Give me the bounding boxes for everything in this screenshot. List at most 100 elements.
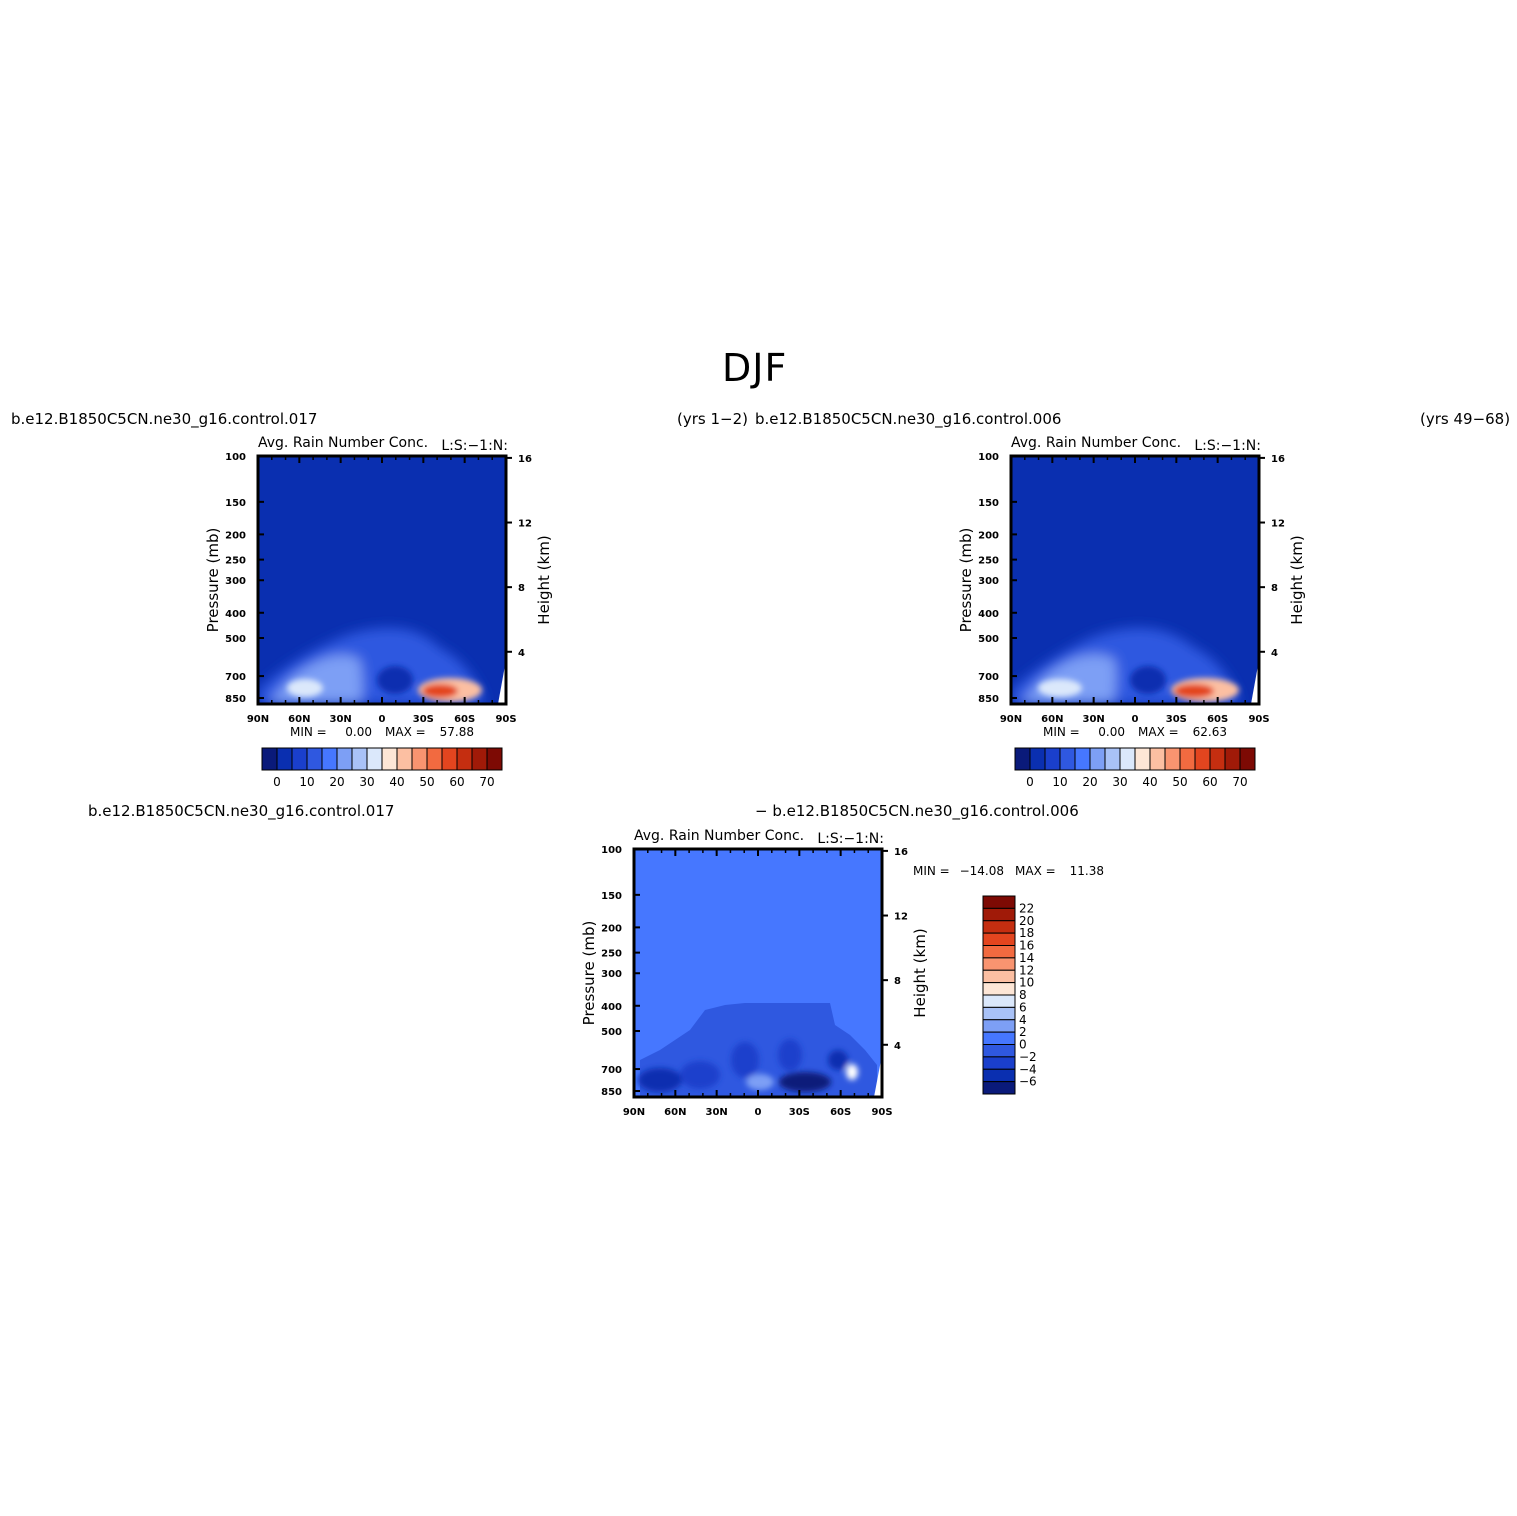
panel-1-y-right-axis-title: Height (km) [535,535,553,624]
panel-2-y-right-tick-label: 8 [1271,583,1278,594]
panel-1-colorbar-swatch [291,747,308,771]
panel-1-colorbar-swatch [276,747,293,771]
panel-1 [256,454,508,706]
panel-3-low-level-minimum-2 [680,1061,720,1089]
panel-2-colorbar-swatch [1149,747,1166,771]
panel-1-y-tick-label: 300 [225,576,246,587]
panel-3-y-right-axis-title: Height (km) [911,928,929,1017]
panel-2-x-tick-label: 60S [1207,714,1228,725]
panel-3-colorbar-tick-label: 12 [1019,963,1034,977]
panel-1-x-tick-label: 90S [495,714,516,725]
panel-3-low-level-maximum-2 [846,1064,858,1080]
panel-1-colorbar-swatch [441,747,458,771]
panel2-period-label: (yrs 49−68) [1420,410,1511,428]
panel-2-variable-label: Avg. Rain Number Conc. [1011,435,1181,451]
panel-3-colorbar-tick-label: −6 [1019,1075,1037,1089]
panel-1-y-tick-label: 200 [225,530,246,541]
panel-1-colorbar-swatch [321,747,338,771]
panel-3-colorbar-tick-label: 8 [1019,988,1027,1002]
panel-3-low-level-minimum-3 [731,1042,759,1078]
panel-1-nh-maximum [287,679,323,697]
panel-2-y-tick-label: 250 [978,556,999,567]
panel-1-colorbar-tick-label: 20 [329,775,344,789]
panel-1-max-value: 57.88 [440,725,474,739]
panel2-run-label: b.e12.B1850C5CN.ne30_g16.control.006 [755,410,1062,428]
panel-2-colorbar-tick-label: 30 [1112,775,1127,789]
panel-2-y-tick-label: 850 [978,694,999,705]
panel-1-x-tick-label: 60S [454,714,475,725]
panel-2-colorbar-tick-label: 60 [1202,775,1217,789]
panel-1-y-tick-label: 150 [225,498,246,509]
panel-1-colorbar-swatch [351,747,368,771]
panel-1-colorbar-tick-label: 40 [389,775,404,789]
panel-2-colorbar-swatch [1089,747,1106,771]
panel-3-colorbar-swatch [982,1006,1016,1021]
panel-1-colorbar-tick-label: 30 [359,775,374,789]
panel-3-y-tick-label: 300 [601,969,622,980]
panel-2-units-label: L:S:−1:N: [1194,438,1261,454]
panel-2-y-tick-label: 150 [978,498,999,509]
panel-2-tropical-minimum [1130,666,1166,694]
panel-2-nh-maximum [1038,679,1082,697]
panel-1-y-right-tick-label: 12 [518,519,532,530]
panel-1-colorbar-swatch [471,747,488,771]
panel-1-y-tick-label: 500 [225,634,246,645]
panel-3-low-level-minimum-4 [779,1072,831,1092]
panel-3-y-tick-label: 700 [601,1065,622,1076]
panel-3-colorbar-tick-label: 20 [1019,914,1034,928]
panel-3-low-level-minimum-1 [638,1068,682,1092]
panel-1-colorbar-swatch [456,747,473,771]
panel-3-min-label: MIN = [913,864,950,878]
panel-1-colorbar-swatch [366,747,383,771]
panel-3-max-value: 11.38 [1070,864,1104,878]
panel-2-sh-maximum-core [1174,684,1214,698]
panel-1-colorbar-swatch [306,747,323,771]
panel-3-colorbar-swatch [982,994,1016,1008]
panel-1-x-tick-label: 30N [330,714,352,725]
panel-1-max-label: MAX = [385,725,426,739]
panel-3-y-tick-label: 400 [601,1002,622,1013]
panel-2-colorbar-tick-label: 20 [1082,775,1097,789]
panel-3-colorbar-swatch [982,932,1016,946]
panel-2-y-tick-label: 700 [978,672,999,683]
panel-3-colorbar-swatch [982,920,1016,934]
panel-2-colorbar-swatch [1014,747,1031,771]
panel-2-colorbar-swatch [1224,747,1241,771]
panel-2-x-tick-label: 60N [1041,714,1063,725]
panel-2-y-tick-label: 100 [978,452,999,463]
panel-3-colorbar-tick-label: 10 [1019,976,1034,990]
panel-3-colorbar-tick-label: −4 [1019,1062,1037,1076]
panel-3-y-axis-title: Pressure (mb) [580,921,598,1026]
panel-3-y-tick-label: 100 [601,845,622,856]
panel-3-colorbar-tick-label: 4 [1019,1013,1027,1027]
panel-1-colorbar-swatch [426,747,443,771]
panel-3-colorbar-swatch [982,1081,1016,1095]
panel-1-x-tick-label: 0 [379,714,386,725]
panel-1-colorbar-tick-label: 70 [479,775,494,789]
panel-2-x-tick-label: 30S [1166,714,1187,725]
panel-1-colorbar-swatch [261,747,278,771]
panel-3 [632,847,884,1099]
panel-1-y-axis-title: Pressure (mb) [204,528,222,633]
panel-2-y-tick-label: 400 [978,609,999,620]
panel-3-y-right-tick-label: 4 [894,1041,901,1052]
panel-2-colorbar-swatch [1164,747,1181,771]
panel-2-x-tick-label: 30N [1083,714,1105,725]
panel-3-colorbar-swatch [982,907,1016,922]
panel-1-units-label: L:S:−1:N: [441,438,508,454]
panel-3-x-tick-label: 90N [623,1107,645,1118]
panel-1-y-right-tick-label: 4 [518,648,525,659]
panel-1-x-tick-label: 30S [413,714,434,725]
panel3-diff-label: − b.e12.B1850C5CN.ne30_g16.control.006 [755,802,1079,820]
panel-3-y-tick-label: 850 [601,1087,622,1098]
panel1-run-label: b.e12.B1850C5CN.ne30_g16.control.017 [11,410,318,428]
panel-3-missing-data [874,1055,882,1097]
panel-3-max-label: MAX = [1015,864,1056,878]
panel-2-colorbar-swatch [1134,747,1151,771]
panel-2-colorbar-tick-label: 0 [1026,775,1034,789]
panel-2-max-value: 62.63 [1193,725,1227,739]
panel-1-colorbar-swatch [396,747,413,771]
panel-3-x-tick-label: 60N [664,1107,686,1118]
panel-2-y-right-tick-label: 12 [1271,519,1285,530]
